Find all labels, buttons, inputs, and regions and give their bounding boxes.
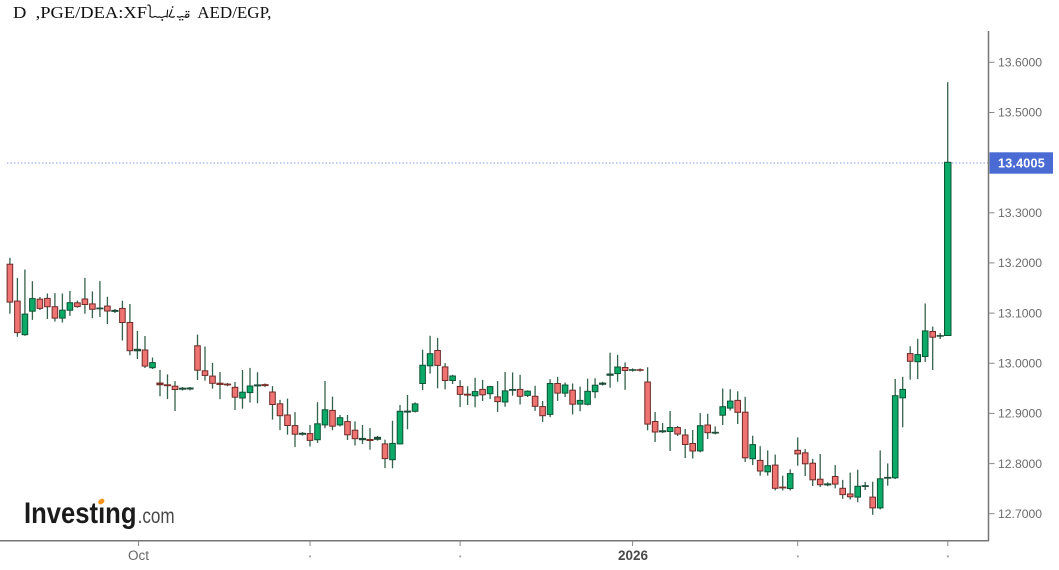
svg-text:AED/EGP,: AED/EGP, (193, 3, 271, 22)
svg-text:13.6000: 13.6000 (998, 56, 1042, 70)
svg-text:D ,PGE/DEA:XF: D ,PGE/DEA:XF (13, 3, 147, 22)
svg-text:12.9000: 12.9000 (998, 407, 1042, 421)
svg-text:Oct: Oct (128, 548, 149, 563)
svg-text:12.7000: 12.7000 (998, 507, 1042, 521)
svg-text:2026: 2026 (618, 548, 649, 563)
svg-text:13.4005: 13.4005 (998, 157, 1045, 171)
svg-text:12.8000: 12.8000 (998, 457, 1042, 471)
svg-text:13.1000: 13.1000 (998, 306, 1042, 320)
svg-text:13.2000: 13.2000 (998, 256, 1042, 270)
svg-text:Investing: Investing (24, 497, 137, 530)
svg-text:.com: .com (138, 504, 175, 528)
svg-text:13.3000: 13.3000 (998, 206, 1042, 220)
svg-text:13.0000: 13.0000 (998, 357, 1042, 371)
svg-text:13.5000: 13.5000 (998, 106, 1042, 120)
